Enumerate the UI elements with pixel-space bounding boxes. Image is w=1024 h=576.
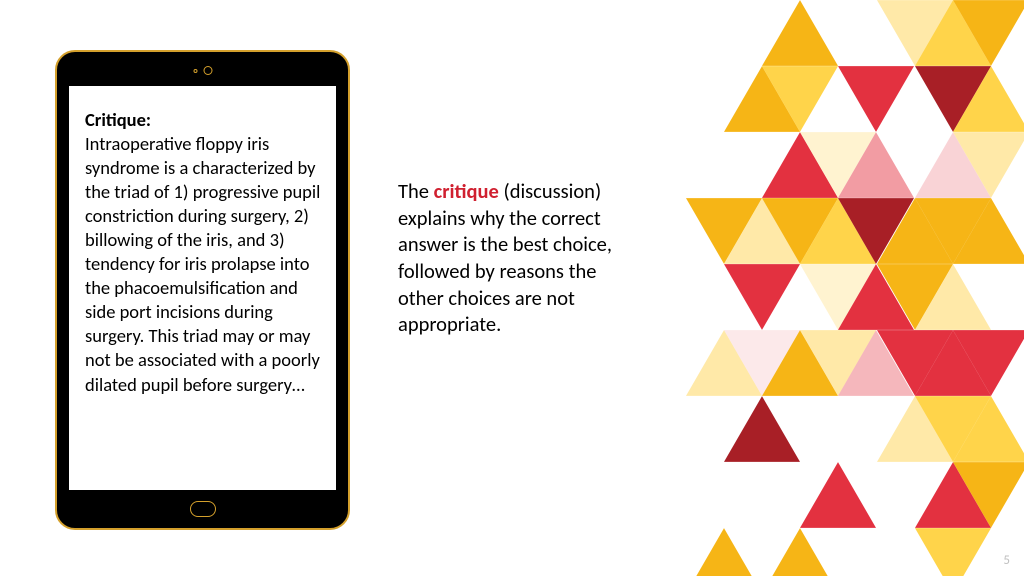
tablet-content: Critique: Intraoperative floppy iris syn…: [69, 86, 336, 409]
tablet-home-button: [190, 501, 216, 517]
explain-highlight: critique: [434, 178, 499, 204]
critique-label: Critique:: [85, 108, 151, 131]
tablet-screen: Critique: Intraoperative floppy iris syn…: [69, 86, 336, 490]
critique-body: Intraoperative floppy iris syndrome is a…: [85, 132, 320, 395]
page-number: 5: [1003, 553, 1010, 568]
tablet-frame: Critique: Intraoperative floppy iris syn…: [55, 50, 350, 530]
explanation-text: The critique (discussion) explains why t…: [398, 178, 628, 338]
explain-pre: The: [398, 178, 434, 204]
tablet-camera: [193, 66, 212, 75]
